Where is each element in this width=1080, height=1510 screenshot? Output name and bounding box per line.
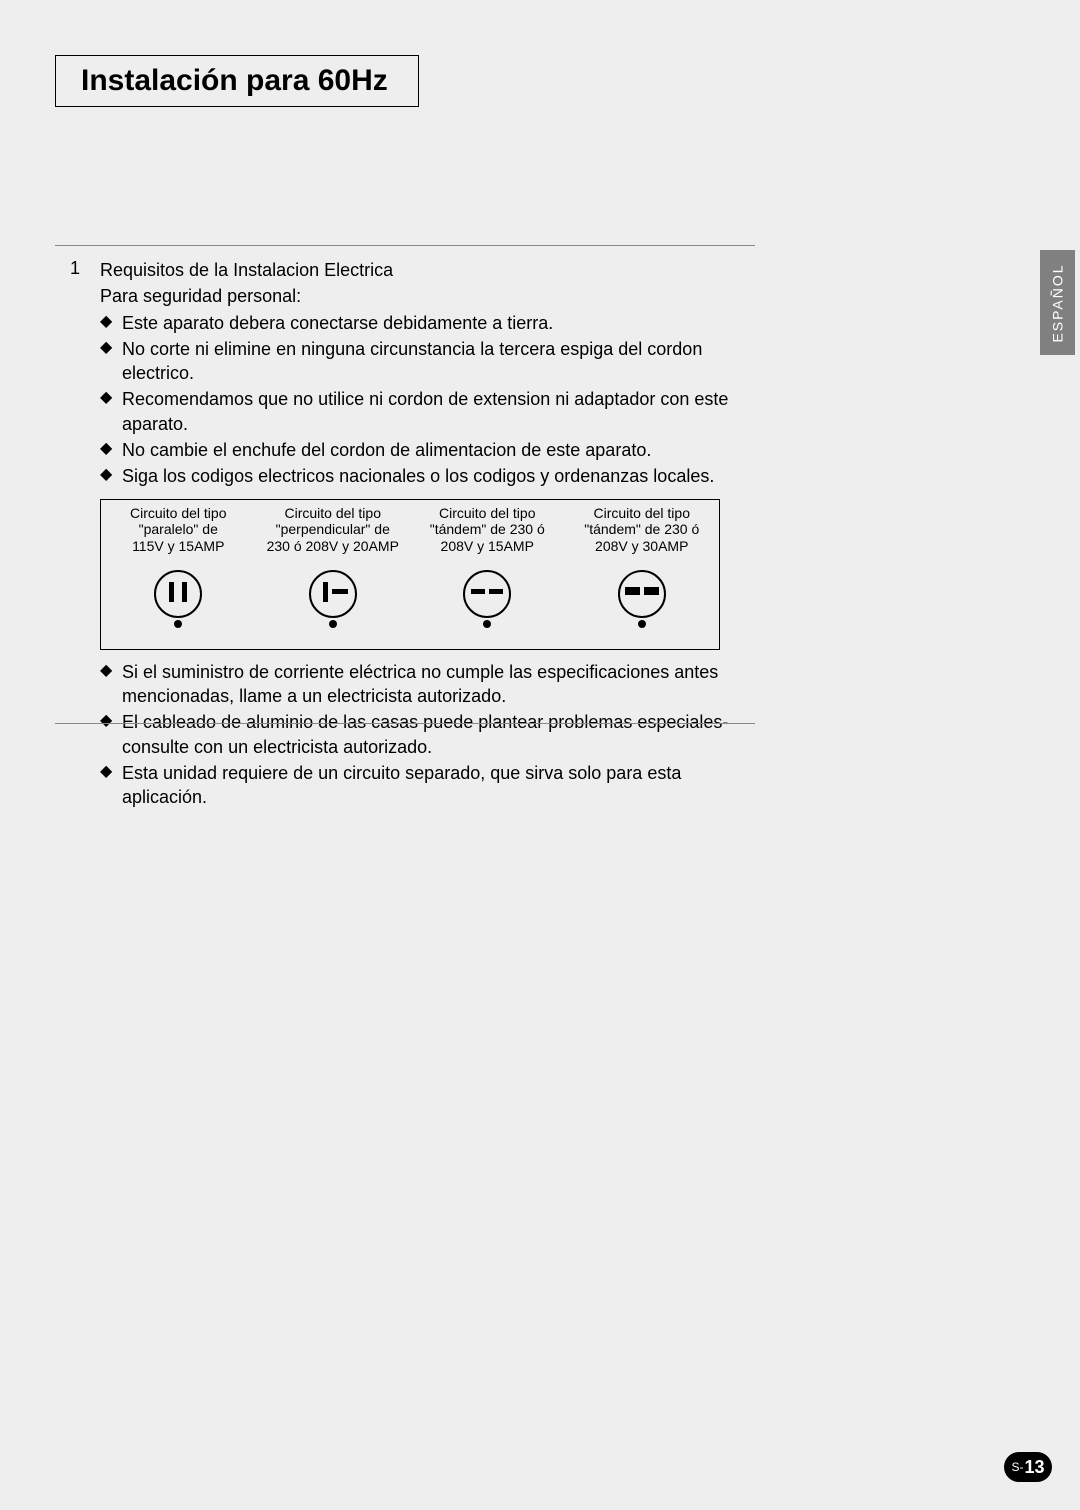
- diamond-icon: ◆: [100, 438, 122, 462]
- section-heading: Requisitos de la Instalacion Electrica: [100, 258, 750, 282]
- plug-tandem15-icon: [457, 569, 517, 629]
- language-tab: ESPAÑOL: [1040, 250, 1075, 355]
- language-tab-label: ESPAÑOL: [1050, 263, 1066, 342]
- diamond-icon: ◆: [100, 387, 122, 436]
- bullet-text: Esta unidad requiere de un circuito sepa…: [122, 761, 750, 810]
- circuit-caption: Circuito del tipo "perpendicular" de 230…: [258, 505, 409, 557]
- plug-tandem30-icon: [612, 569, 672, 629]
- bullet-item: ◆ Si el suministro de corriente eléctric…: [100, 660, 750, 709]
- section-number: 1: [70, 258, 100, 809]
- diamond-icon: ◆: [100, 464, 122, 488]
- page-number-badge: S- 13: [1004, 1452, 1052, 1482]
- plug-perpendicular-icon: [303, 569, 363, 629]
- circuit-caption: Circuito del tipo "tándem" de 230 ó 208V…: [412, 505, 563, 557]
- circuit-cell: Circuito del tipo "tándem" de 230 ó 208V…: [565, 500, 720, 649]
- rule-bottom: [55, 723, 755, 724]
- circuit-caption: Circuito del tipo "tándem" de 230 ó 208V…: [567, 505, 718, 557]
- bullet-item: ◆ No cambie el enchufe del cordon de ali…: [100, 438, 750, 462]
- bullet-text: No cambie el enchufe del cordon de alime…: [122, 438, 750, 462]
- diamond-icon: ◆: [100, 710, 122, 759]
- bullet-text: Recomendamos que no utilice ni cordon de…: [122, 387, 750, 436]
- section-body: Requisitos de la Instalacion Electrica P…: [100, 258, 750, 809]
- circuit-line: 115V y 15AMP: [132, 538, 224, 554]
- section-subheading: Para seguridad personal:: [100, 284, 750, 308]
- circuit-line: "tándem" de 230 ó: [430, 521, 545, 537]
- circuit-table: Circuito del tipo "paralelo" de 115V y 1…: [100, 499, 720, 650]
- rule-top: [55, 245, 755, 246]
- circuit-line: Circuito del tipo: [130, 505, 227, 521]
- bullet-item: ◆ Recomendamos que no utilice ni cordon …: [100, 387, 750, 436]
- bullet-item: ◆ Este aparato debera conectarse debidam…: [100, 311, 750, 335]
- bullet-item: ◆ El cableado de aluminio de las casas p…: [100, 710, 750, 759]
- circuit-cell: Circuito del tipo "tándem" de 230 ó 208V…: [410, 500, 565, 649]
- circuit-line: "paralelo" de: [139, 521, 218, 537]
- circuit-caption: Circuito del tipo "paralelo" de 115V y 1…: [103, 505, 254, 557]
- circuit-line: "perpendicular" de: [276, 521, 390, 537]
- page-title: Instalación para 60Hz: [81, 64, 388, 98]
- bullet-item: ◆ Siga los codigos electricos nacionales…: [100, 464, 750, 488]
- circuit-line: 230 ó 208V y 20AMP: [267, 538, 399, 554]
- circuit-line: 208V y 30AMP: [595, 538, 688, 554]
- circuit-line: Circuito del tipo: [285, 505, 382, 521]
- circuit-line: "tándem" de 230 ó: [584, 521, 699, 537]
- bullet-item: ◆ No corte ni elimine en ninguna circuns…: [100, 337, 750, 386]
- section-row: 1 Requisitos de la Instalacion Electrica…: [70, 258, 750, 809]
- diamond-icon: ◆: [100, 660, 122, 709]
- bullet-text: El cableado de aluminio de las casas pue…: [122, 710, 750, 759]
- plug-parallel-icon: [148, 569, 208, 629]
- bullet-text: Siga los codigos electricos nacionales o…: [122, 464, 750, 488]
- bullet-text: No corte ni elimine en ninguna circunsta…: [122, 337, 750, 386]
- page-number: 13: [1024, 1457, 1044, 1478]
- content-block: 1 Requisitos de la Instalacion Electrica…: [70, 258, 750, 809]
- page-prefix: S-: [1011, 1460, 1023, 1474]
- bullet-item: ◆ Esta unidad requiere de un circuito se…: [100, 761, 750, 810]
- diamond-icon: ◆: [100, 311, 122, 335]
- circuit-cell: Circuito del tipo "paralelo" de 115V y 1…: [101, 500, 256, 649]
- circuit-line: Circuito del tipo: [594, 505, 691, 521]
- title-box: Instalación para 60Hz: [55, 55, 419, 107]
- bullet-text: Este aparato debera conectarse debidamen…: [122, 311, 750, 335]
- diamond-icon: ◆: [100, 337, 122, 386]
- circuit-line: 208V y 15AMP: [441, 538, 534, 554]
- circuit-line: Circuito del tipo: [439, 505, 536, 521]
- circuit-cell: Circuito del tipo "perpendicular" de 230…: [256, 500, 411, 649]
- manual-page: Instalación para 60Hz ESPAÑOL 1 Requisit…: [0, 0, 1080, 1510]
- bullet-text: Si el suministro de corriente eléctrica …: [122, 660, 750, 709]
- diamond-icon: ◆: [100, 761, 122, 810]
